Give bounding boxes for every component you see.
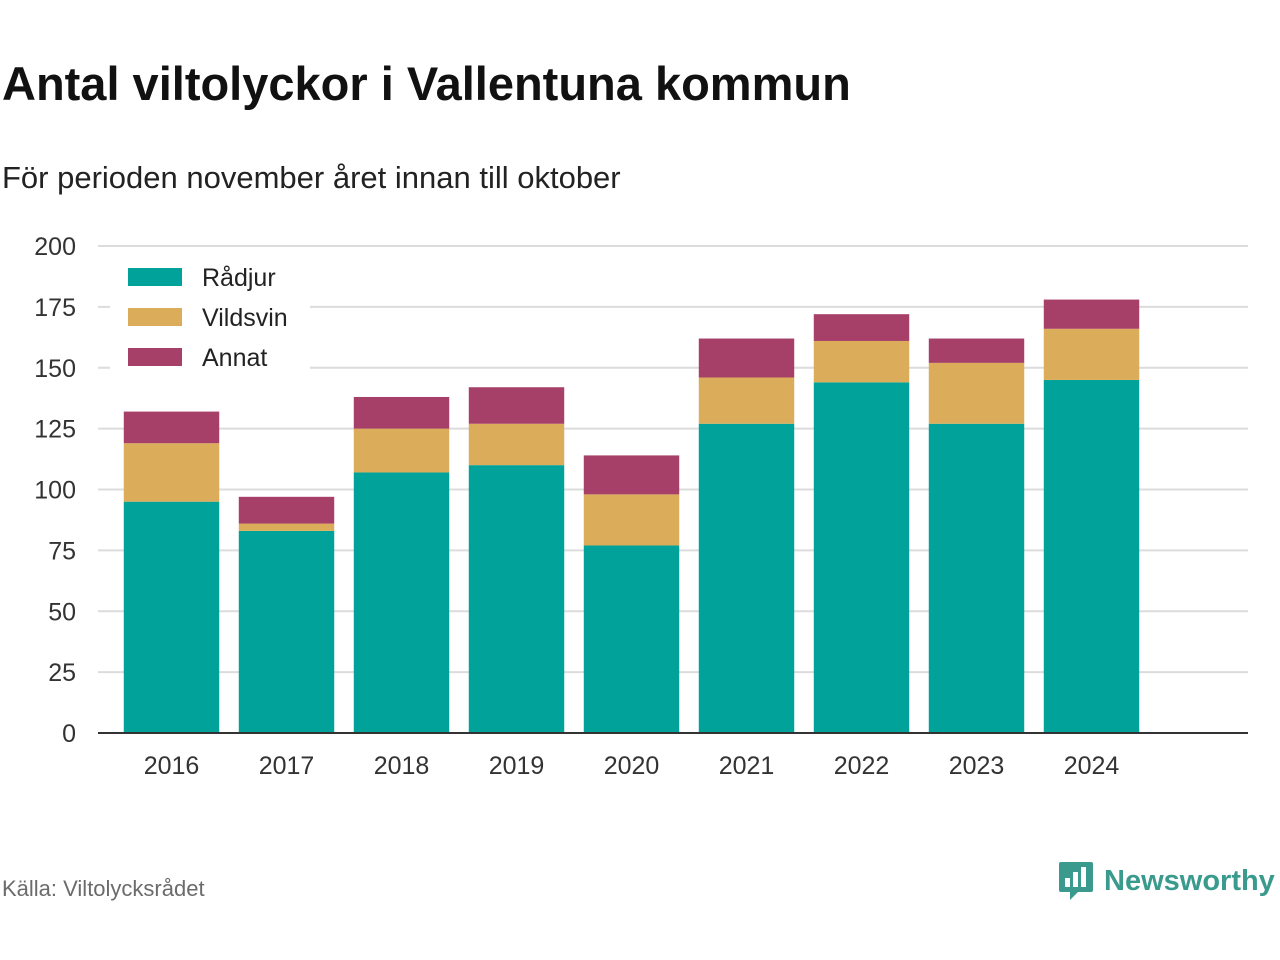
chart-subtitle: För perioden november året innan till ok… bbox=[2, 160, 621, 195]
y-tick-label: 200 bbox=[34, 233, 76, 261]
x-tick-label: 2016 bbox=[144, 752, 200, 780]
x-tick-label: 2017 bbox=[259, 752, 315, 780]
bar-vildsvin-2023 bbox=[928, 362, 1025, 424]
bar-vildsvin-2020 bbox=[583, 494, 680, 546]
newsworthy-logo-icon bbox=[1059, 862, 1093, 900]
bar-rådjur-2022 bbox=[813, 382, 910, 733]
y-tick-label: 175 bbox=[34, 294, 76, 322]
bar-rådjur-2018 bbox=[353, 472, 450, 733]
y-tick-label: 75 bbox=[48, 537, 76, 565]
bar-annat-2017 bbox=[238, 496, 335, 524]
x-tick-label: 2018 bbox=[374, 752, 430, 780]
bar-annat-2020 bbox=[583, 455, 680, 495]
legend-label: Vildsvin bbox=[202, 304, 288, 332]
legend-swatch-vildsvin bbox=[128, 308, 182, 326]
source-note: Källa: Viltolycksrådet bbox=[2, 876, 205, 901]
x-tick-label: 2024 bbox=[1064, 752, 1120, 780]
bar-vildsvin-2016 bbox=[123, 443, 220, 502]
bar-rådjur-2021 bbox=[698, 423, 795, 733]
legend-label: Rådjur bbox=[202, 264, 276, 292]
legend-swatch-rådjur bbox=[128, 268, 182, 286]
x-tick-label: 2023 bbox=[949, 752, 1005, 780]
brand-name: Newsworthy bbox=[1104, 864, 1275, 897]
bar-vildsvin-2019 bbox=[468, 423, 565, 466]
bar-rådjur-2024 bbox=[1043, 379, 1140, 733]
bar-vildsvin-2018 bbox=[353, 428, 450, 473]
newsworthy-brand: Newsworthy bbox=[1058, 860, 1275, 902]
bar-rådjur-2019 bbox=[468, 465, 565, 733]
stacked-bar-chart: 0 25 50 75 100 125 150 175 200 2016 2017 2018 2019 20… bbox=[34, 233, 1248, 780]
legend-swatch-annat bbox=[128, 348, 182, 366]
legend-label: Annat bbox=[202, 344, 267, 372]
x-tick-label: 2020 bbox=[604, 752, 660, 780]
bar-vildsvin-2024 bbox=[1043, 328, 1140, 380]
bar-annat-2019 bbox=[468, 387, 565, 424]
bar-rådjur-2023 bbox=[928, 423, 1025, 733]
bar-annat-2016 bbox=[123, 411, 220, 444]
y-tick-label: 50 bbox=[48, 598, 76, 626]
bar-rådjur-2020 bbox=[583, 545, 680, 733]
y-tick-label: 125 bbox=[34, 416, 76, 444]
bar-annat-2023 bbox=[928, 338, 1025, 363]
bar-vildsvin-2022 bbox=[813, 340, 910, 383]
x-tick-label: 2022 bbox=[834, 752, 890, 780]
y-tick-label: 0 bbox=[62, 720, 76, 748]
x-tick-label: 2021 bbox=[719, 752, 775, 780]
bar-rådjur-2016 bbox=[123, 501, 220, 733]
bar-annat-2018 bbox=[353, 396, 450, 429]
bar-vildsvin-2021 bbox=[698, 377, 795, 424]
chart-title: Antal viltolyckor i Vallentuna kommun bbox=[2, 57, 851, 110]
bar-vildsvin-2017 bbox=[238, 523, 335, 531]
y-tick-label: 150 bbox=[34, 355, 76, 383]
y-tick-label: 25 bbox=[48, 659, 76, 687]
bar-rådjur-2017 bbox=[238, 530, 335, 733]
bar-annat-2022 bbox=[813, 314, 910, 341]
x-tick-label: 2019 bbox=[489, 752, 545, 780]
y-tick-label: 100 bbox=[34, 477, 76, 505]
bar-annat-2021 bbox=[698, 338, 795, 378]
bar-annat-2024 bbox=[1043, 299, 1140, 329]
